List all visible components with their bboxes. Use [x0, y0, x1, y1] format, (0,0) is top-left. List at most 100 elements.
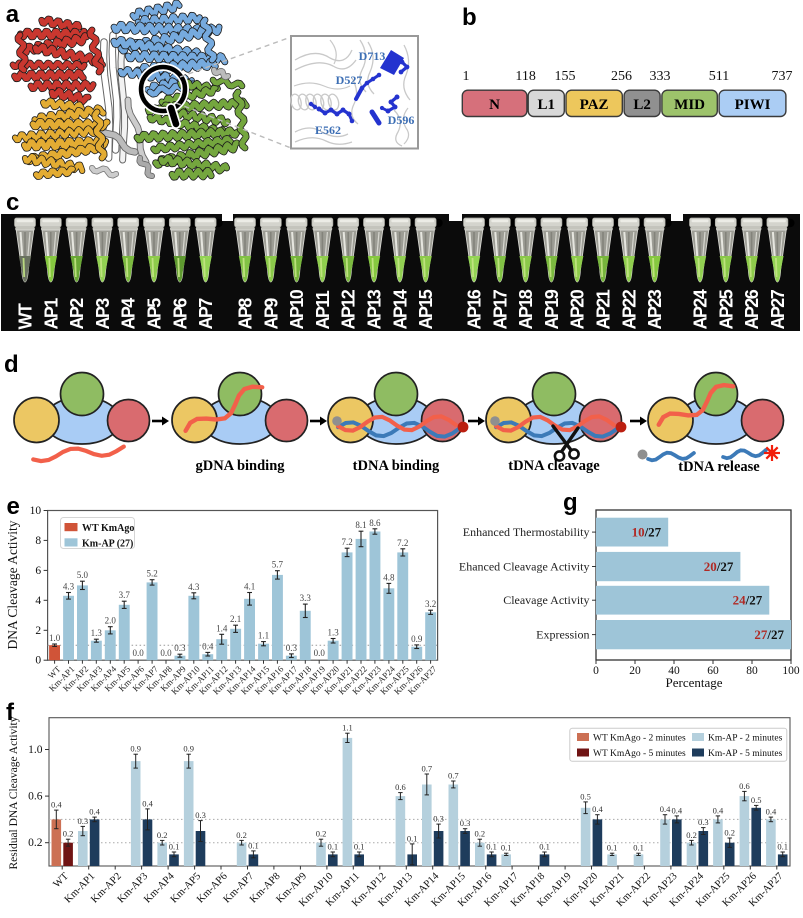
svg-text:AP1: AP1 [41, 298, 61, 330]
svg-text:MID: MID [674, 97, 705, 113]
svg-text:0.3: 0.3 [174, 643, 186, 653]
svg-text:0.5: 0.5 [580, 791, 591, 801]
svg-text:DNA Cleavage Activity: DNA Cleavage Activity [5, 520, 20, 649]
svg-text:AP7: AP7 [196, 298, 216, 330]
svg-text:WT KmAgo - 5 minutes: WT KmAgo - 5 minutes [593, 749, 686, 759]
svg-text:0.6: 0.6 [28, 791, 43, 803]
svg-text:AP10: AP10 [287, 289, 307, 329]
svg-text:0.4: 0.4 [202, 641, 214, 651]
svg-text:0.2: 0.2 [724, 828, 735, 838]
svg-text:118: 118 [515, 69, 535, 84]
svg-text:0.4: 0.4 [671, 805, 682, 815]
svg-text:0.7: 0.7 [421, 764, 432, 774]
svg-text:AP15: AP15 [416, 289, 436, 329]
svg-text:0.0: 0.0 [132, 648, 144, 658]
svg-text:5.7: 5.7 [272, 560, 284, 570]
svg-text:Km-AP - 5 minutes: Km-AP - 5 minutes [708, 749, 783, 759]
svg-text:4: 4 [35, 595, 41, 607]
svg-text:0.3: 0.3 [77, 816, 88, 826]
svg-text:0.9: 0.9 [130, 744, 141, 754]
svg-text:AP8: AP8 [236, 298, 256, 330]
svg-text:AP12: AP12 [339, 289, 359, 329]
svg-text:0.4: 0.4 [766, 807, 777, 817]
svg-text:0.1: 0.1 [501, 843, 512, 853]
svg-text:256: 256 [611, 69, 632, 84]
svg-text:1.3: 1.3 [327, 628, 339, 638]
svg-text:PAZ: PAZ [580, 97, 609, 113]
svg-text:0.3: 0.3 [433, 814, 444, 824]
svg-text:tDNA release: tDNA release [678, 459, 760, 475]
svg-text:Residual DNA Cleavage Activity: Residual DNA Cleavage Activity [8, 716, 20, 869]
svg-text:L1: L1 [537, 97, 555, 113]
svg-text:D527: D527 [336, 73, 363, 87]
svg-text:0.6: 0.6 [739, 781, 750, 791]
svg-text:AP2: AP2 [67, 298, 87, 330]
svg-text:1: 1 [463, 69, 470, 84]
svg-text:2: 2 [35, 625, 41, 637]
svg-text:7.2: 7.2 [341, 537, 352, 547]
svg-text:0.2: 0.2 [157, 830, 168, 840]
svg-text:10: 10 [30, 505, 42, 517]
svg-text:0.5: 0.5 [751, 795, 762, 805]
svg-text:AP27: AP27 [768, 289, 788, 329]
svg-text:0.2: 0.2 [63, 829, 74, 839]
svg-text:PIWI: PIWI [735, 97, 771, 113]
svg-text:AP16: AP16 [465, 289, 485, 329]
svg-text:AP3: AP3 [93, 298, 113, 330]
svg-text:D596: D596 [388, 113, 415, 127]
svg-text:tDNA binding: tDNA binding [353, 458, 440, 474]
svg-text:AP21: AP21 [594, 289, 614, 329]
svg-text:AP24: AP24 [691, 289, 711, 329]
svg-text:AP22: AP22 [619, 289, 639, 329]
svg-text:0.3: 0.3 [698, 817, 709, 827]
svg-text:AP11: AP11 [313, 290, 333, 329]
svg-text:8.1: 8.1 [355, 520, 366, 530]
svg-text:8: 8 [35, 535, 41, 547]
svg-text:4.3: 4.3 [188, 582, 200, 592]
svg-text:Km-AP - 2 minutes: Km-AP - 2 minutes [708, 734, 783, 744]
svg-text:Km-AP (27): Km-AP (27) [82, 538, 133, 549]
svg-text:511: 511 [709, 69, 729, 84]
svg-text:5.2: 5.2 [146, 569, 157, 579]
svg-text:20: 20 [629, 665, 641, 677]
svg-text:0.7: 0.7 [448, 771, 459, 781]
svg-text:AP18: AP18 [516, 289, 536, 329]
svg-text:AP6: AP6 [170, 298, 190, 330]
svg-text:0.2: 0.2 [236, 830, 247, 840]
svg-text:0.3: 0.3 [195, 810, 206, 820]
svg-text:2.1: 2.1 [230, 614, 241, 624]
svg-text:WT KmAgo - 2 minutes: WT KmAgo - 2 minutes [593, 734, 686, 744]
svg-text:Ehanced Cleavage Activity: Ehanced Cleavage Activity [459, 560, 590, 574]
svg-text:0.4: 0.4 [51, 800, 62, 810]
svg-text:AP5: AP5 [145, 298, 165, 330]
svg-text:1.4: 1.4 [216, 623, 228, 633]
svg-text:0.0: 0.0 [160, 648, 172, 658]
svg-text:4.3: 4.3 [63, 582, 75, 592]
svg-text:0.4: 0.4 [660, 804, 671, 814]
svg-text:AP14: AP14 [390, 289, 410, 329]
svg-text:0.1: 0.1 [327, 842, 338, 852]
svg-text:0.4: 0.4 [713, 805, 724, 815]
svg-text:L2: L2 [633, 97, 651, 113]
svg-text:0.1: 0.1 [607, 843, 618, 853]
svg-text:2.0: 2.0 [105, 616, 117, 626]
svg-text:AP4: AP4 [119, 298, 139, 330]
svg-text:gDNA binding: gDNA binding [195, 458, 285, 474]
svg-text:0.6: 0.6 [395, 782, 406, 792]
svg-text:0.1: 0.1 [407, 833, 418, 843]
svg-text:40: 40 [668, 665, 680, 677]
svg-text:N: N [489, 97, 500, 113]
svg-text:3.7: 3.7 [119, 590, 131, 600]
svg-text:0: 0 [35, 655, 41, 667]
svg-text:0.4: 0.4 [89, 807, 100, 817]
svg-text:737: 737 [772, 69, 793, 84]
svg-text:7.2: 7.2 [397, 538, 408, 548]
svg-text:0.2: 0.2 [28, 837, 43, 849]
svg-text:WT KmAgo: WT KmAgo [82, 523, 134, 534]
svg-text:Percentage: Percentage [665, 675, 722, 690]
svg-text:100: 100 [782, 665, 800, 677]
svg-text:0.1: 0.1 [248, 840, 259, 850]
svg-text:60: 60 [707, 665, 719, 677]
svg-text:0.1: 0.1 [633, 843, 644, 853]
svg-text:1.3: 1.3 [91, 628, 103, 638]
